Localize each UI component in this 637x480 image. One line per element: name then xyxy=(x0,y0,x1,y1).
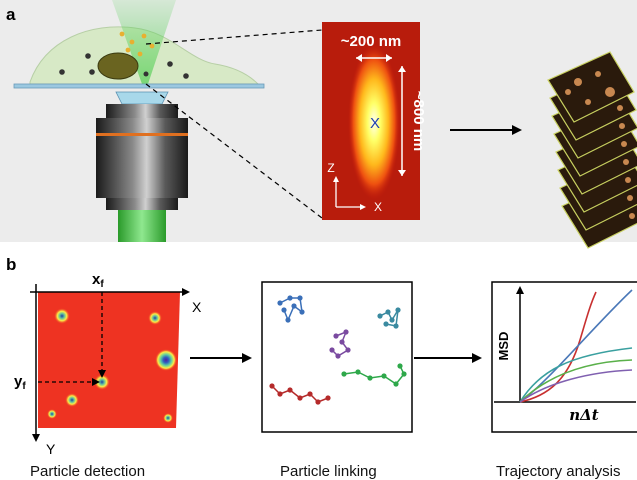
msd-curves xyxy=(519,289,633,403)
particle-track xyxy=(329,329,351,359)
msd-ylabel: MSD xyxy=(496,332,511,361)
psf-height-label: ~800 nm xyxy=(410,91,427,151)
objective-body xyxy=(96,118,188,198)
stack-particle xyxy=(617,105,623,111)
stack-particle xyxy=(595,71,601,77)
fluorescent-particles xyxy=(119,31,155,57)
stack-particle xyxy=(623,159,629,165)
stack-particle xyxy=(565,89,571,95)
stack-frame xyxy=(547,51,635,123)
particle-track xyxy=(341,363,407,387)
cell-particles xyxy=(59,53,189,79)
zoom-line-top xyxy=(145,29,323,45)
detected-spot xyxy=(47,409,57,419)
psf-inset: ~200 nm ~800 nm X Z X xyxy=(322,22,427,220)
linking-caption: Particle linking xyxy=(280,463,377,480)
coverslip xyxy=(13,83,265,89)
stack-particle xyxy=(585,99,591,105)
image-stack xyxy=(547,51,637,249)
msd-curve xyxy=(519,369,633,403)
particle-track xyxy=(269,383,331,405)
excitation-cone xyxy=(112,0,176,84)
objective-lens-top xyxy=(115,91,169,105)
psf-axis-z: Z xyxy=(327,161,334,175)
trajectory-frame xyxy=(491,281,637,433)
psf-center-label: X xyxy=(370,115,380,132)
detection-caption: Particle detection xyxy=(30,463,145,480)
stack-particle xyxy=(574,78,582,86)
detected-spot xyxy=(163,413,173,423)
microscope-illustration xyxy=(13,0,265,242)
psf-axis-x: X xyxy=(374,200,382,214)
trajectory-panel: MSD nΔt Trajectory analysis xyxy=(491,281,637,480)
objective-stripe xyxy=(96,133,188,136)
psf-spot xyxy=(348,44,400,200)
detected-spot xyxy=(94,374,110,390)
detected-spot xyxy=(155,349,177,371)
detected-spot xyxy=(148,311,162,325)
msd-xlabel: nΔt xyxy=(569,406,599,424)
stack-particle xyxy=(629,213,635,219)
detection-panel: X Y xf yf Particle detection xyxy=(14,271,202,480)
yf-label: yf xyxy=(14,373,26,392)
stack-particle xyxy=(625,177,631,183)
particle-track xyxy=(277,295,305,323)
detection-axis-x: X xyxy=(192,299,202,315)
stack-particle xyxy=(627,195,633,201)
detection-spots xyxy=(47,308,177,423)
detection-axis-y: Y xyxy=(46,441,56,457)
link-tracks xyxy=(269,295,407,405)
stack-particle xyxy=(619,123,625,129)
laser-beam xyxy=(118,210,166,242)
xf-label: xf xyxy=(92,271,104,290)
nucleus xyxy=(97,52,139,80)
msd-curve xyxy=(519,359,633,403)
objective-base xyxy=(106,198,178,210)
zoom-line-bottom xyxy=(145,83,323,219)
psf-width-label: ~200 nm xyxy=(341,33,401,50)
stack-particle xyxy=(621,141,627,147)
panel-b-label: b xyxy=(6,255,16,274)
detected-spot xyxy=(65,393,79,407)
msd-curve xyxy=(519,347,633,403)
panel-a-label: a xyxy=(6,5,16,24)
detected-spot xyxy=(54,308,70,324)
stack-particle xyxy=(605,87,615,97)
linking-panel: Particle linking xyxy=(261,281,413,480)
particle-track xyxy=(377,307,401,329)
msd-curve xyxy=(519,291,597,403)
trajectory-caption: Trajectory analysis xyxy=(496,463,620,480)
objective-collar xyxy=(106,104,178,118)
